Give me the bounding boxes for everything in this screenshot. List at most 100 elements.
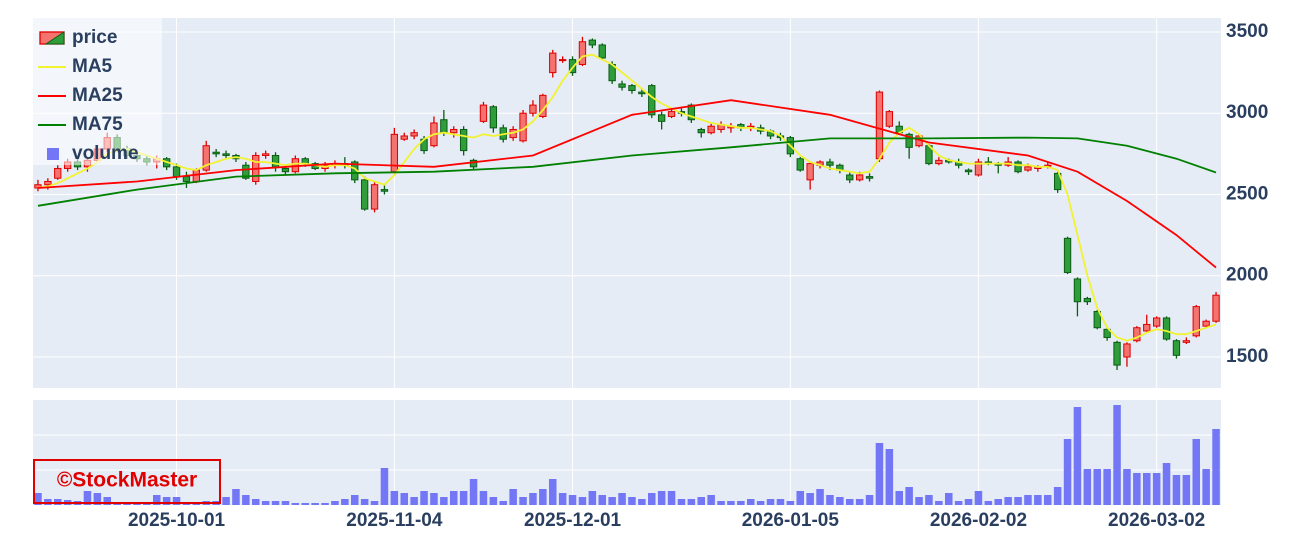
candle-body [1053,172,1062,191]
volume-bar [766,499,775,505]
candle-body [549,52,557,74]
volume-bar [222,497,230,505]
volume-bar [410,497,418,505]
volume-bar [598,495,607,505]
legend: price MA5 MA25 MA75 volume [33,18,162,165]
volume-bar [331,501,339,505]
volume-bar [1142,473,1151,505]
candle-body [1073,278,1082,303]
volume-bar [707,495,715,505]
y-tick-label: 1500 [1226,346,1268,367]
volume-bar [677,499,686,505]
candle-body [54,167,62,179]
volume-bar [242,495,250,505]
volume-bar [539,489,547,505]
candle-body [687,104,696,121]
volume-bar [608,497,616,505]
candle-body [212,151,220,155]
candle-body [1024,166,1032,171]
candle-body [905,133,913,148]
volume-bar [390,491,399,505]
volume-bar [717,501,725,505]
volume-bar [618,493,626,505]
candle-body [1152,317,1161,327]
candle-body [855,174,864,181]
volume-bar [628,497,636,505]
volume-bar [341,499,349,505]
x-tick-label: 2026-03-02 [1108,510,1205,531]
volume-bar [380,468,389,505]
candle-body [598,44,606,59]
volume-bar [479,491,488,505]
candle-body [370,184,379,210]
candle-body [489,106,498,129]
candle-body [1192,306,1200,337]
candle-body [1014,161,1022,173]
volume-bar [855,499,864,505]
ma-line [37,99,1217,269]
volume-bar [746,499,755,505]
volume-bar [657,491,666,505]
legend-label: MA75 [72,114,123,135]
volume-plot-area [33,400,1221,505]
candle-body [1212,294,1220,322]
candle-body [806,163,814,181]
volume-bar [1152,473,1161,505]
candle-body [360,179,369,210]
volume-bar [1093,469,1102,505]
volume-bar [449,491,458,505]
volume-bar [816,489,824,505]
volume-bar [756,501,765,505]
grid [33,18,1221,505]
candle-body [618,83,626,88]
volume-bar [1162,463,1171,505]
volume-bar [261,501,270,505]
volume-bar [875,443,884,505]
volume-bar [469,479,478,505]
candle-body [529,104,537,114]
candle-body [796,158,804,171]
volume-bar [321,503,329,505]
volume-bar [430,493,438,505]
candle-body [202,145,210,171]
legend-swatch [47,148,59,160]
volume-bar [1024,495,1032,505]
volume-bar [162,497,171,505]
volume-bar [420,491,428,505]
volume-bar [232,489,240,505]
candle-body [34,184,42,189]
candle-body [578,41,587,65]
candle-body [222,153,230,156]
candle-body [865,176,874,179]
volume-bar [697,497,706,505]
y-tick-label: 2500 [1226,183,1268,204]
volume-bar [984,501,993,505]
volume-bar [1004,497,1012,505]
candle-body [667,111,676,117]
x-tick-label: 2025-12-01 [524,510,622,531]
candle-body [450,128,458,134]
volume-bar [459,491,468,505]
volume-bar [370,501,379,505]
y-tick-label: 3000 [1226,102,1268,123]
volume-bar [1043,495,1052,505]
volume-bar [588,491,597,505]
volume-bar [667,491,676,505]
volume-bar [281,501,290,505]
volume-bar [499,501,508,505]
volume-bar [935,501,943,505]
volume-bar [103,497,112,505]
volume-bar [974,491,983,505]
volume-bar [400,493,409,505]
volume-bar [350,495,359,505]
volume-bar [291,503,300,505]
volume-bar [34,493,42,505]
volume-bar [836,497,844,505]
candle-body [281,167,290,173]
watermark-box [33,459,221,504]
y-tick-label: 3500 [1226,21,1268,42]
ma-line [37,53,1217,342]
volume-bar [954,501,963,505]
candle-body [846,174,854,181]
